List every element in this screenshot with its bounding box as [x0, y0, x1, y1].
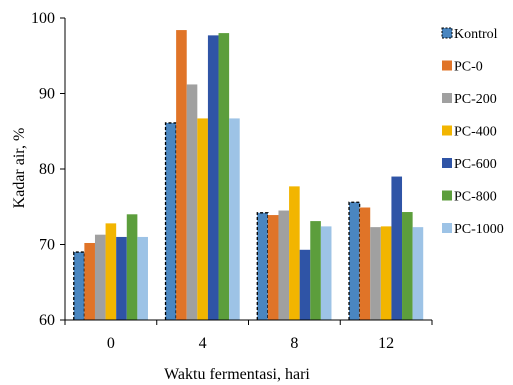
bar-pc-0-8 [267, 215, 279, 320]
x-tick-labels: 0 4 8 12 [64, 320, 433, 352]
legend: Kontrol PC-0 PC-200 PC-400 PC-600 PC-800 PC-10… [441, 27, 504, 237]
legend-swatch-pc-200 [442, 93, 452, 103]
bar-kontrol-12 [349, 202, 360, 320]
bar-kontrol-4 [165, 122, 177, 320]
bars-layer [73, 30, 424, 321]
legend-swatch-kontrol [442, 28, 452, 38]
y-tick-label: 60 [39, 312, 55, 329]
bar-pc-0-12 [359, 207, 371, 320]
y-tick-label: 100 [31, 10, 55, 27]
bar-pc-200-0 [94, 234, 106, 320]
bar-pc-400-0 [105, 223, 117, 320]
bar-pc-800-4 [218, 33, 230, 320]
bar-pc-1000-4 [229, 118, 240, 320]
legend-swatch-pc-800 [442, 190, 452, 201]
y-tick-labels: 60 70 80 90 100 [31, 10, 65, 329]
legend-label-pc-800: PC-800 [454, 190, 497, 205]
y-tick-label: 90 [39, 86, 55, 103]
legend-label-kontrol: Kontrol [454, 27, 498, 42]
x-tick-label: 4 [199, 335, 207, 352]
bar-pc-200-12 [370, 227, 381, 320]
bar-pc-400-8 [289, 186, 300, 320]
bar-pc-600-4 [207, 35, 219, 321]
bar-pc-0-0 [84, 242, 95, 320]
legend-label-pc-600: PC-600 [454, 157, 497, 172]
bar-pc-200-4 [186, 84, 198, 320]
x-tick-label: 12 [378, 335, 394, 352]
y-tick-label: 70 [39, 237, 55, 254]
bar-pc-600-0 [116, 236, 127, 320]
y-tick-label: 80 [39, 161, 55, 178]
legend-swatch-pc-0 [442, 60, 452, 71]
bar-pc-200-8 [278, 210, 290, 320]
bar-pc-0-4 [176, 30, 187, 321]
legend-label-pc-400: PC-400 [454, 125, 497, 140]
bar-pc-1000-12 [412, 227, 424, 320]
bar-pc-800-8 [310, 221, 321, 320]
legend-label-pc-0: PC-0 [454, 60, 483, 75]
x-axis-label: Waktu fermentasi, hari [164, 366, 310, 383]
bar-pc-1000-0 [137, 236, 148, 320]
bar-pc-800-0 [126, 214, 138, 320]
bar-pc-400-12 [380, 226, 392, 320]
bar-pc-1000-8 [320, 226, 332, 320]
bar-pc-400-4 [197, 118, 208, 320]
bar-pc-600-12 [391, 176, 403, 320]
bar-pc-600-8 [299, 249, 311, 320]
legend-swatch-pc-1000 [442, 223, 452, 233]
y-axis-label: Kadar air, % [11, 128, 28, 209]
legend-swatch-outline [441, 27, 453, 39]
x-tick-label: 0 [107, 335, 115, 352]
legend-label-pc-1000: PC-1000 [454, 222, 504, 237]
bar-pc-800-12 [402, 212, 413, 320]
bar-kontrol-0 [73, 252, 85, 320]
legend-label-pc-200: PC-200 [454, 92, 497, 107]
legend-swatch-pc-400 [442, 125, 452, 136]
legend-swatch-pc-600 [442, 158, 452, 168]
x-tick-label: 8 [290, 335, 298, 352]
bar-kontrol-8 [257, 212, 268, 320]
